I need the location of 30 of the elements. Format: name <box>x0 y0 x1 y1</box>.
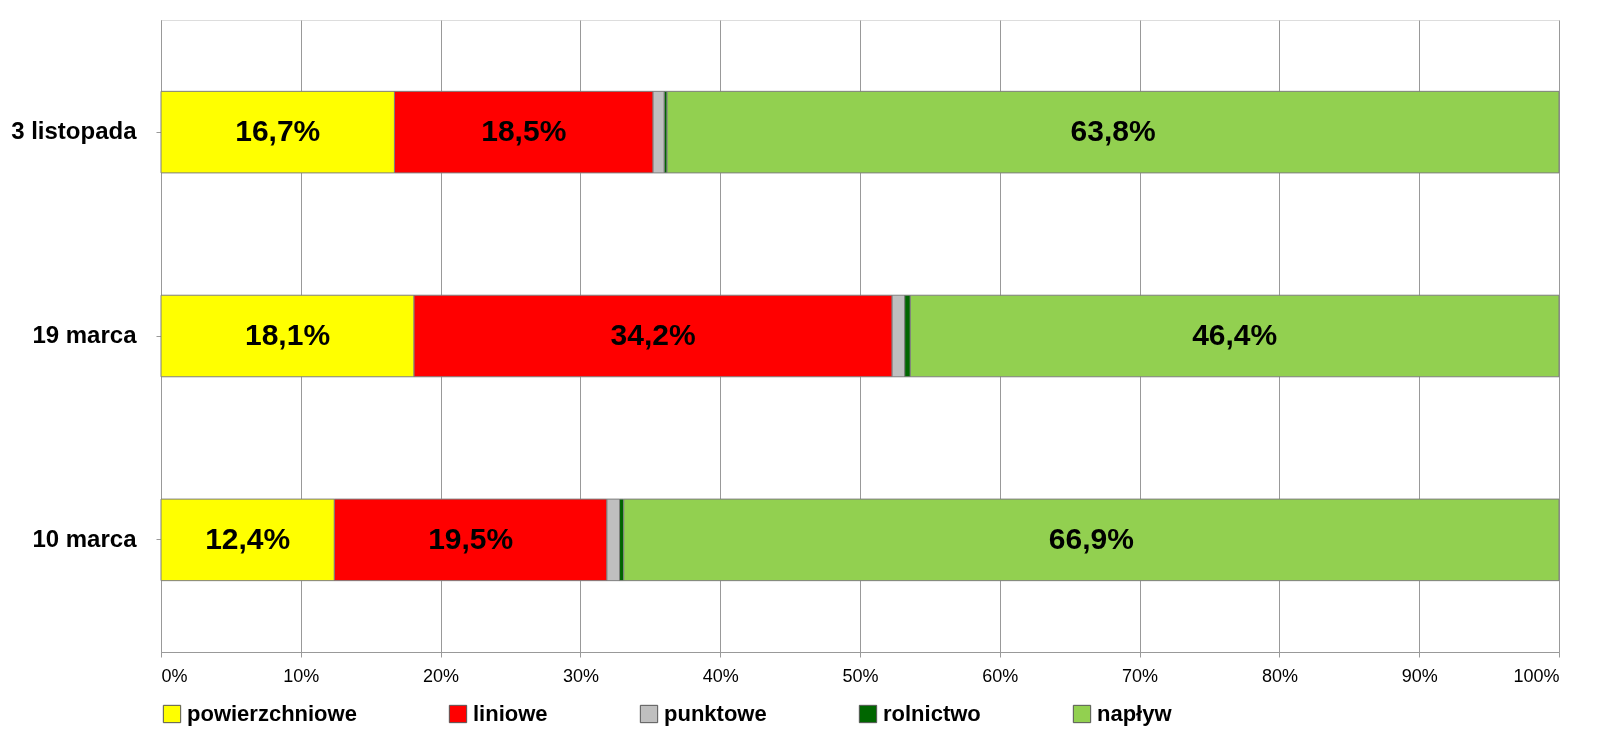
legend-label: powierzchniowe <box>187 701 357 726</box>
x-tick-label: 70% <box>1122 665 1159 686</box>
x-tick-label: 100% <box>1513 665 1560 686</box>
data-label: 18,1% <box>244 318 331 351</box>
bar <box>666 90 1560 174</box>
x-tick-label: 20% <box>423 665 460 686</box>
x-tick-label: 60% <box>982 665 1019 686</box>
y-tick-label: 19 marca <box>32 321 138 348</box>
data-label: 66,9% <box>1048 521 1134 555</box>
legend-label: liniowe <box>473 701 548 726</box>
x-tick-label: 50% <box>842 665 879 686</box>
data-label: 19,5% <box>428 521 514 555</box>
x-tick-label: 30% <box>562 665 599 686</box>
x-tick-label: 0% <box>161 665 188 686</box>
y-tick-label: 3 listopada <box>11 117 138 145</box>
data-label: 18,5% <box>481 114 567 148</box>
data-label: 12,4% <box>205 521 291 555</box>
data-label: 16,7% <box>235 114 321 148</box>
data-label: 63,8% <box>1070 114 1156 148</box>
x-tick-label: 80% <box>1261 665 1298 686</box>
data-label: 46,4% <box>1192 318 1278 351</box>
x-tick-label: 40% <box>702 665 739 686</box>
data-label: 34,2% <box>610 318 696 351</box>
x-tick-label: 90% <box>1401 665 1438 686</box>
y-tick-label: 10 marca <box>32 524 138 552</box>
legend-label: punktowe <box>664 701 767 726</box>
legend-label: napływ <box>1097 701 1173 726</box>
x-tick-label: 10% <box>283 665 320 686</box>
legend-label: rolnictwo <box>883 701 981 726</box>
bar <box>623 498 1560 582</box>
